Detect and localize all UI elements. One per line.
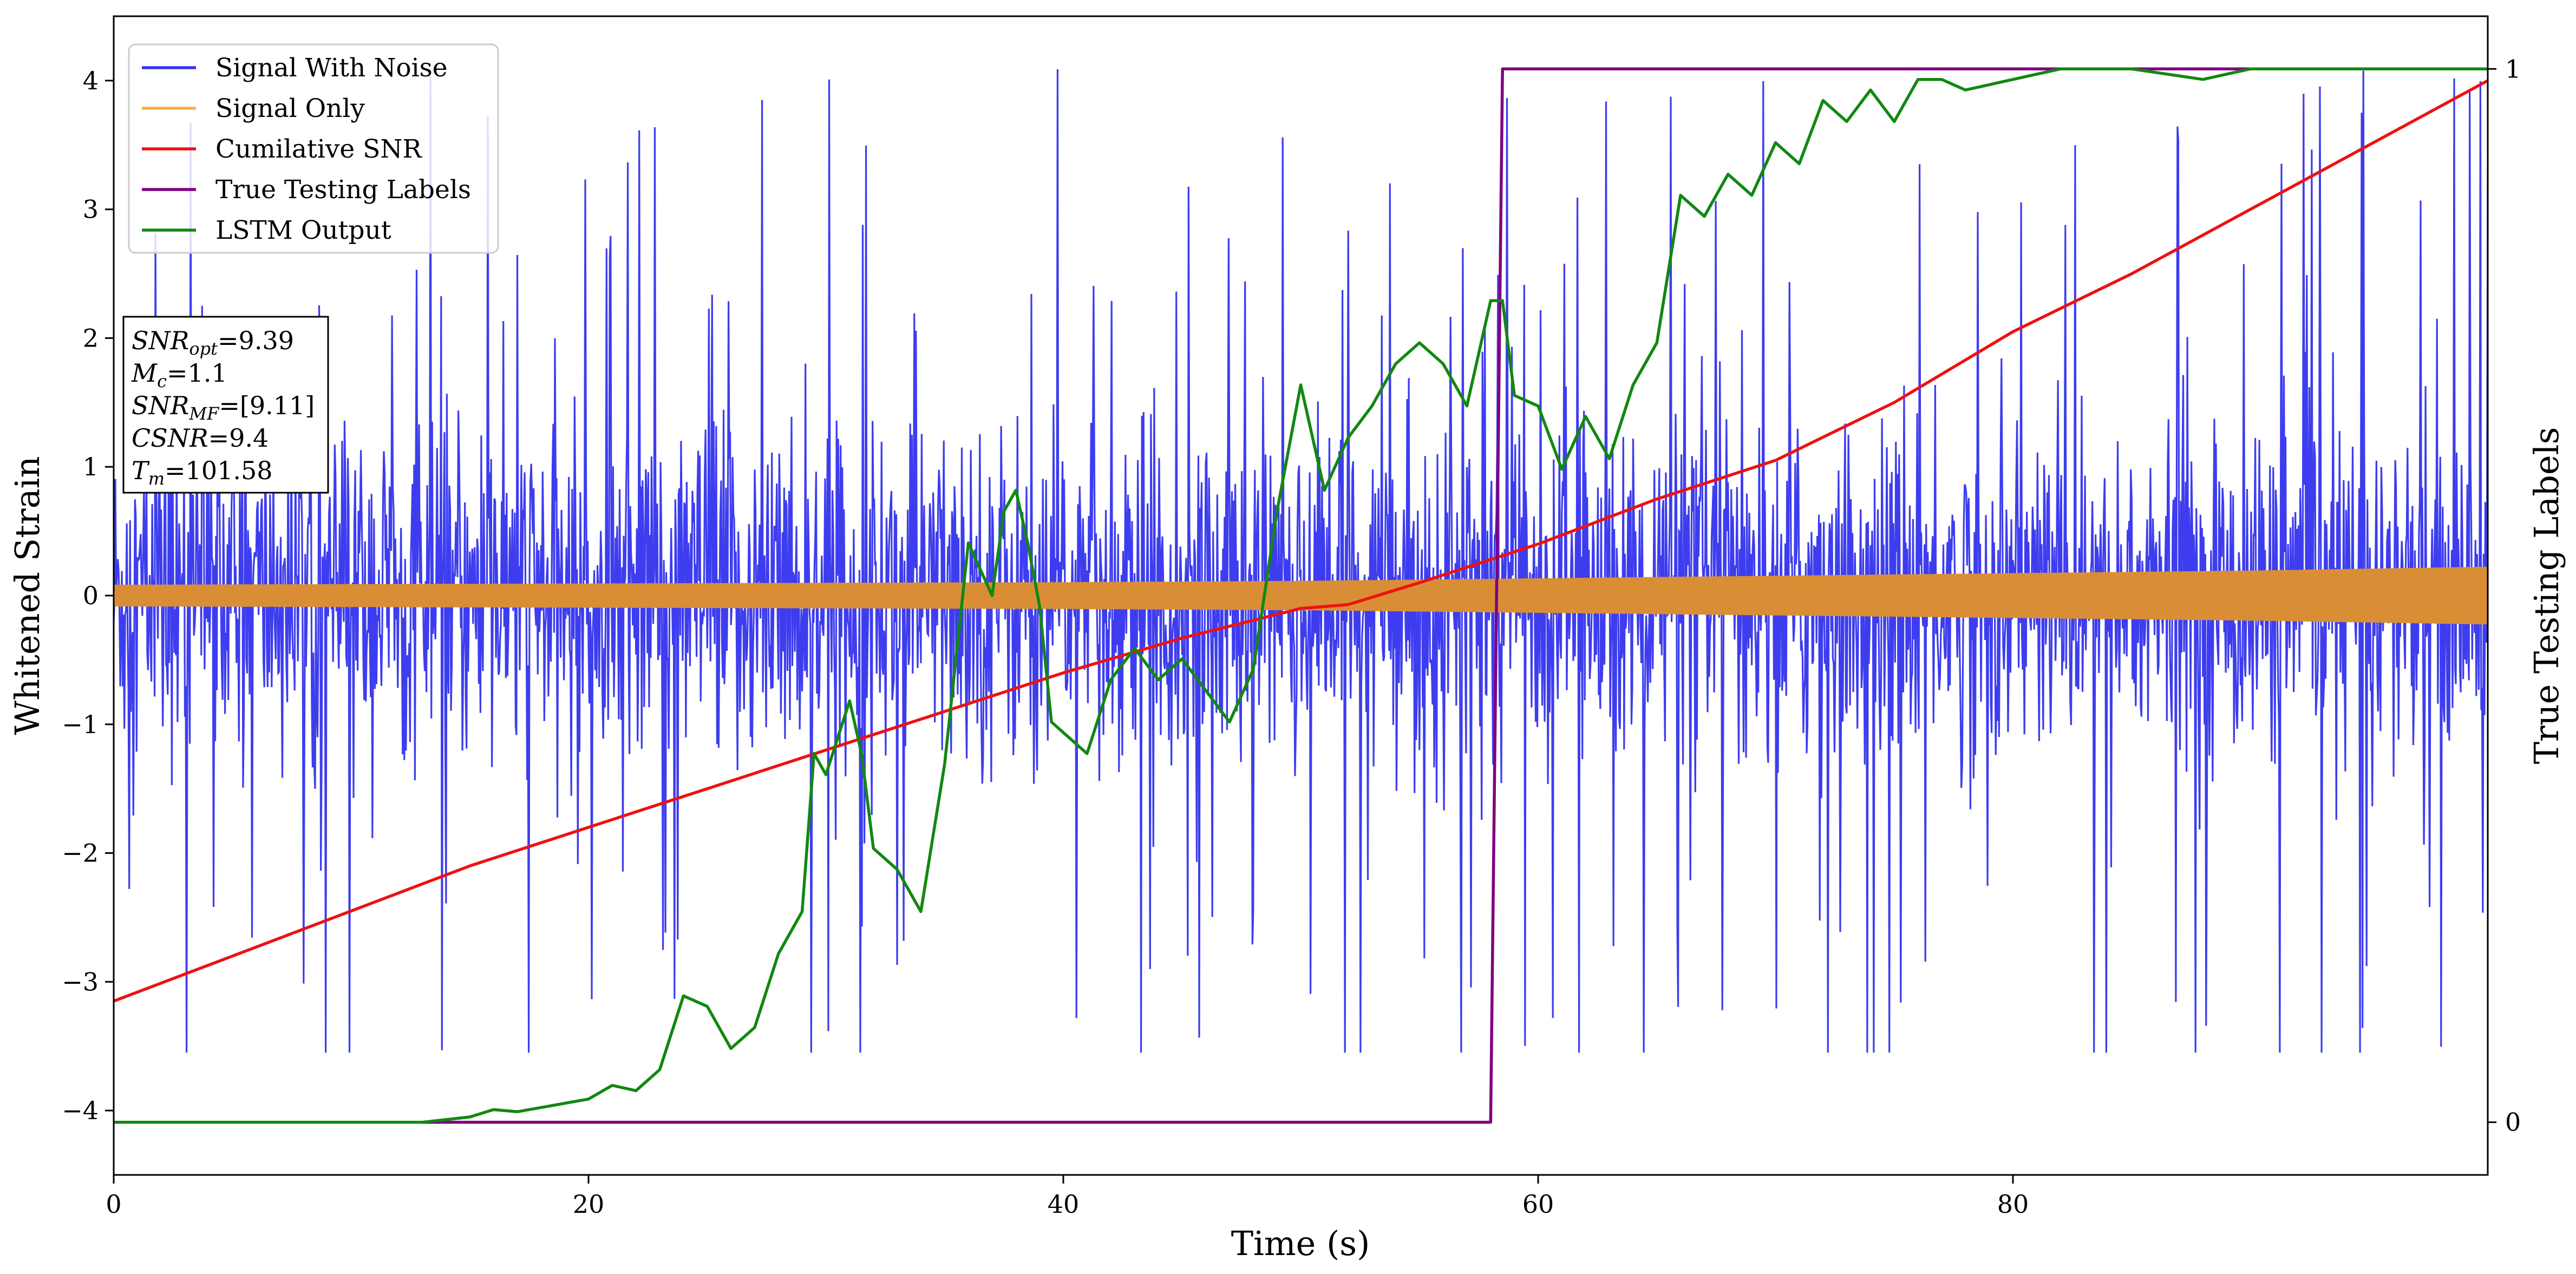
annotation-frame <box>122 316 329 494</box>
y-tick-label: −4 <box>62 1096 99 1125</box>
series-lstm-output <box>114 67 2488 1124</box>
annotation-subscript: c <box>157 371 167 391</box>
legend-box <box>128 43 499 254</box>
annotation-line: Mc=1.1 <box>131 358 227 391</box>
y2-tick-label: 1 <box>2505 54 2521 83</box>
y-tick-label: 4 <box>83 66 99 95</box>
y-tick-label: 2 <box>83 323 99 352</box>
legend-label: True Testing Labels <box>215 175 471 205</box>
annotation-line: CSNR=9.4 <box>132 423 269 453</box>
y-tick-label: −1 <box>62 710 99 739</box>
y-tick-label: −3 <box>62 967 99 996</box>
legend-label: Signal Only <box>215 94 365 123</box>
annotation-line: Tm=101.58 <box>132 456 273 489</box>
annotation-box: SNRopt=9.39Mc=1.1SNRMF=[9.11]CSNR=9.4Tm=… <box>122 316 329 494</box>
x-tick-label: 80 <box>1997 1190 2029 1219</box>
series-true-testing-labels <box>114 67 2488 1124</box>
legend-label: LSTM Output <box>215 215 391 245</box>
series-signal-only <box>114 566 2488 625</box>
y-tick-label: 3 <box>83 195 99 224</box>
annotation-symbol: SNR <box>132 391 189 420</box>
annotation-subscript: MF <box>188 403 220 424</box>
y2-axis-label: True Testing Labels <box>2527 427 2566 765</box>
annotation-symbol: SNR <box>132 326 189 355</box>
annotation-value: =101.58 <box>165 456 273 485</box>
y-axis-label: Whitened Strain <box>8 456 47 735</box>
annotation-subscript: m <box>148 468 165 489</box>
annotation-value: =1.1 <box>167 358 227 388</box>
annotation-symbol: T <box>132 456 150 485</box>
x-axis-label: Time (s) <box>1231 1224 1370 1263</box>
annotation-line: SNRopt=9.39 <box>132 326 294 359</box>
x-tick-label: 60 <box>1522 1190 1554 1219</box>
x-tick-label: 40 <box>1048 1190 1080 1219</box>
x-tick-label: 20 <box>573 1190 605 1219</box>
annotation-line: SNRMF=[9.11] <box>132 391 315 424</box>
legend-label: Cumilative SNR <box>215 134 422 164</box>
x-tick-label: 0 <box>106 1190 121 1219</box>
annotation-value: =9.39 <box>218 326 294 355</box>
annotation-value: =[9.11] <box>219 391 315 420</box>
y-tick-label: 0 <box>83 581 99 610</box>
annotation-symbol: CSNR <box>132 423 208 453</box>
y-tick-label: −2 <box>62 839 99 868</box>
annotation-subscript: opt <box>189 338 218 359</box>
legend: Signal With Noise Signal Only Cumilative S… <box>128 43 499 254</box>
annotation-value: =9.4 <box>208 423 269 453</box>
series-cumilative-snr <box>114 79 2488 1003</box>
y-tick-label: 1 <box>83 452 99 481</box>
series-signal-with-noise <box>114 69 2488 1053</box>
y2-tick-label: 0 <box>2505 1108 2521 1137</box>
legend-label: Signal With Noise <box>215 53 448 83</box>
annotation-symbol: M <box>131 358 158 388</box>
